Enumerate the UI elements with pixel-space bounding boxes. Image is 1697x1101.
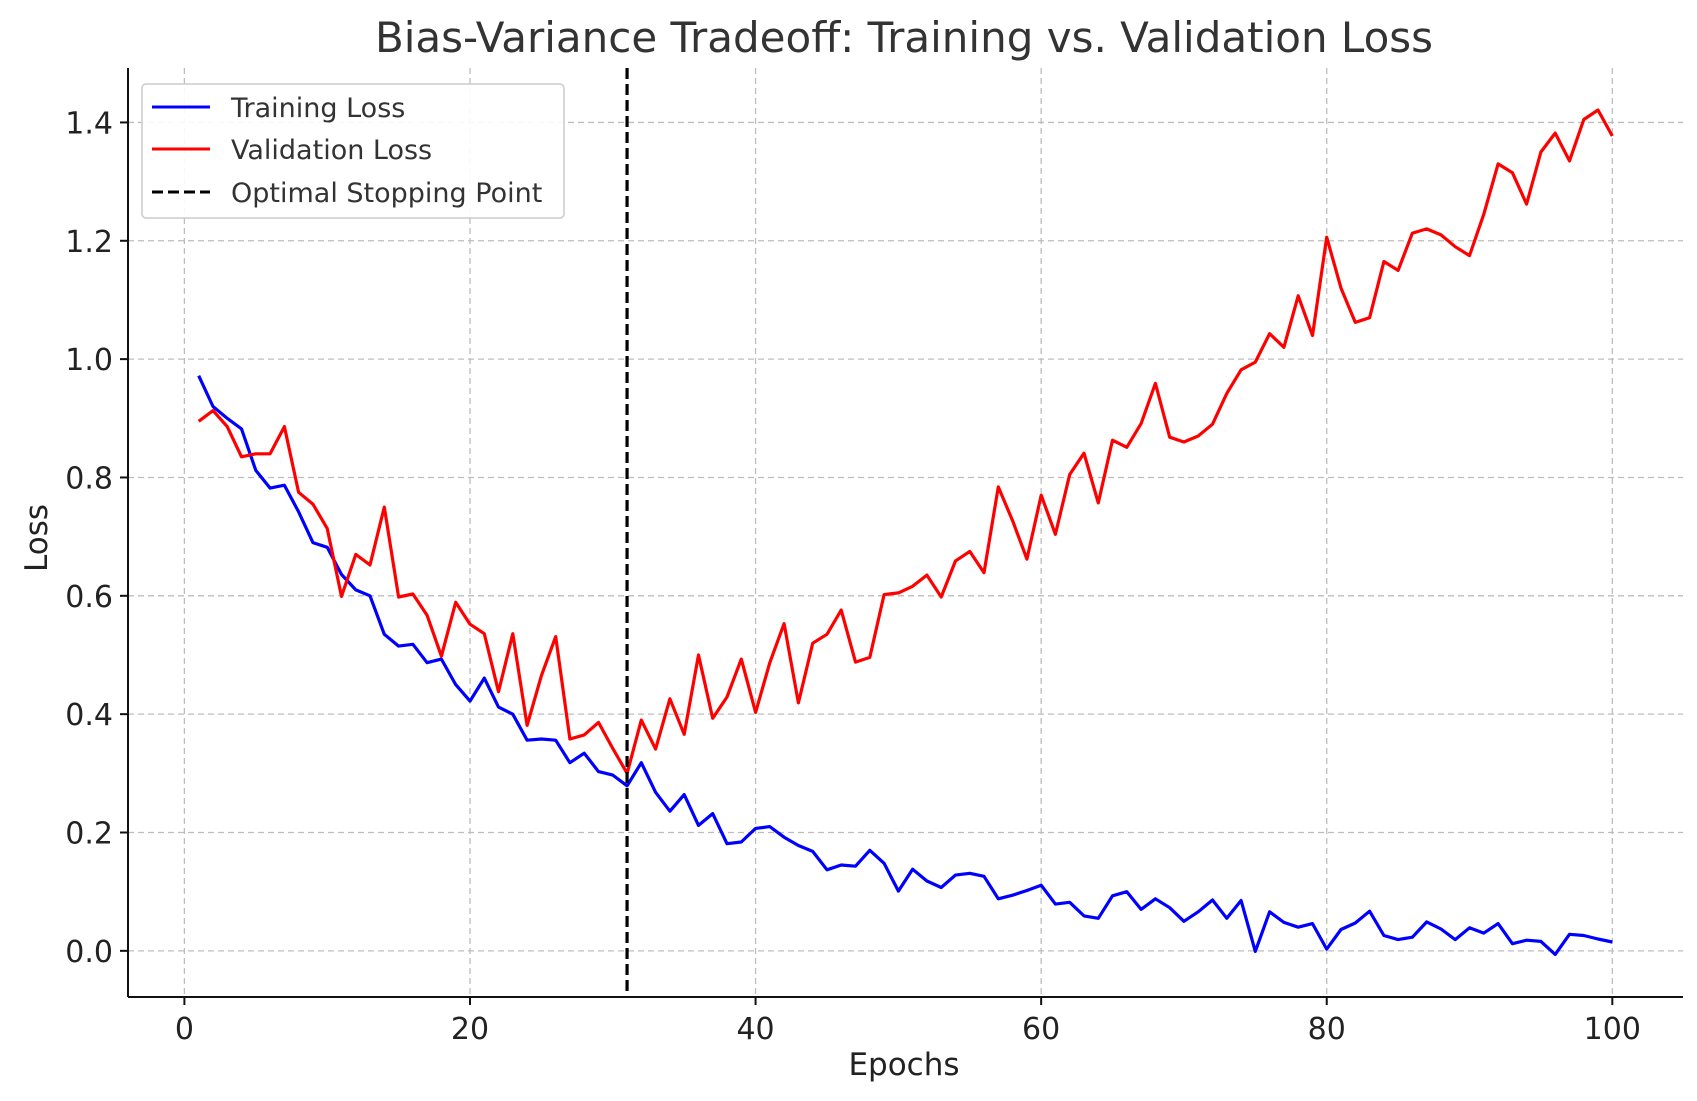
x-axis-label: Epochs [848,1047,959,1083]
grid [128,68,1683,997]
y-tick-label: 0.4 [65,698,113,733]
chart-title: Bias-Variance Tradeoff: Training vs. Val… [375,13,1433,62]
axis-ticks: 0 20 40 60 80 100 0.0 0.2 0.4 0.6 0.8 1.0 1.2 1.4 [65,106,1641,1047]
axis-spines [127,68,1683,998]
x-tick-label: 40 [736,1012,774,1047]
legend-label-validation-loss: Validation Loss [231,135,432,166]
x-tick-label: 100 [1584,1012,1641,1047]
series-line-validation-loss [197,108,1614,775]
series-line-training-loss [197,375,1613,957]
plot-lines [197,68,1614,997]
legend: Training Loss Validation Loss Optimal St… [141,83,565,219]
legend-label-training-loss: Training Loss [230,93,405,124]
y-axis-label: Loss [19,504,55,572]
y-tick-label: 0.0 [65,935,113,970]
y-tick-label: 1.4 [65,106,113,141]
y-tick-label: 0.8 [65,461,113,496]
legend-label-optimal-stopping-point: Optimal Stopping Point [231,178,542,209]
x-tick-label: 20 [451,1012,489,1047]
y-tick-label: 1.0 [65,343,113,378]
y-tick-label: 1.2 [65,225,113,260]
legend-frame [141,83,565,219]
y-tick-label: 0.2 [65,817,113,852]
x-tick-label: 80 [1308,1012,1346,1047]
x-tick-label: 60 [1022,1012,1060,1047]
x-tick-label: 0 [175,1012,194,1047]
y-tick-label: 0.6 [65,580,113,615]
